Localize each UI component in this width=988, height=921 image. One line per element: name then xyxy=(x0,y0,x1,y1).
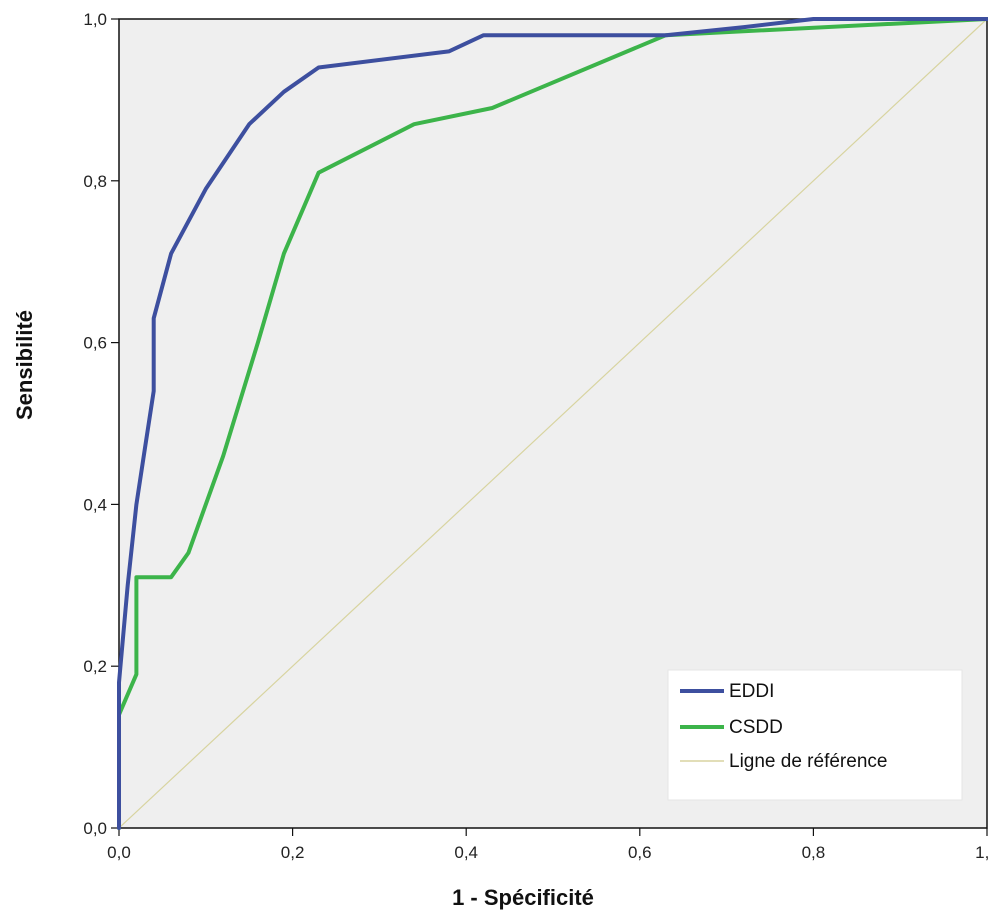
series-line-eddi xyxy=(117,17,988,830)
legend-label-csdd: CSDD xyxy=(729,717,783,738)
y-axis-title: Sensibilité xyxy=(12,310,37,420)
axis-ticks: 0,0 0,2 0,4 0,6 0,8 1,0 0,0 0,2 0,4 0,6 0,8 1,0 xyxy=(83,10,988,862)
legend-label-reference: Ligne de référence xyxy=(729,751,887,772)
x-tick-label: 0,6 xyxy=(628,843,652,862)
series-line-reference xyxy=(118,18,988,829)
y-tick-label: 0,8 xyxy=(83,172,107,191)
legend-label-eddi: EDDI xyxy=(729,681,774,702)
x-tick-label: 1,0 xyxy=(975,843,988,862)
series-layer xyxy=(117,17,988,830)
series-line-csdd xyxy=(117,17,988,830)
y-tick-label: 0,4 xyxy=(83,495,107,514)
x-tick-label: 0,2 xyxy=(281,843,305,862)
x-axis-title: 1 - Spécificité xyxy=(452,885,594,910)
legend: EDDI CSDD Ligne de référence xyxy=(667,669,963,801)
y-tick-label: 0,6 xyxy=(83,334,107,353)
x-tick-label: 0,0 xyxy=(107,843,131,862)
y-tick-label: 1,0 xyxy=(83,10,107,29)
x-tick-label: 0,8 xyxy=(802,843,826,862)
x-tick-label: 0,4 xyxy=(454,843,478,862)
y-tick-label: 0,2 xyxy=(83,657,107,676)
y-tick-label: 0,0 xyxy=(83,819,107,838)
